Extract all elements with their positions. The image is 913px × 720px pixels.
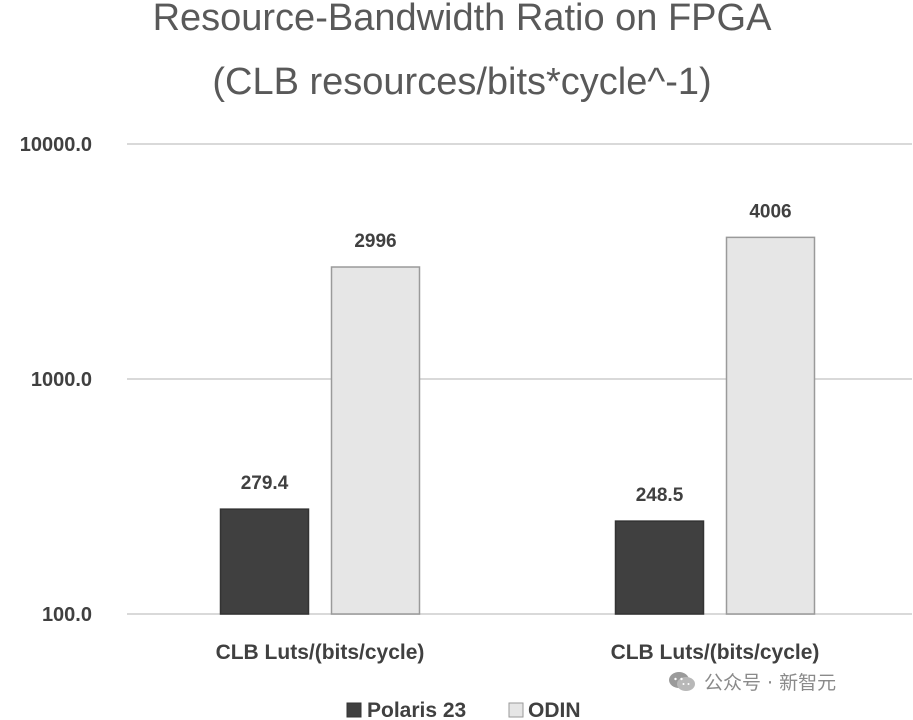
legend-swatch	[508, 702, 524, 718]
legend-label: Polaris 23	[367, 699, 466, 720]
watermark-text: 公众号 · 新智元	[704, 672, 837, 694]
chart-subtitle: (CLB resources/bits*cycle^-1)	[212, 61, 711, 103]
x-category-label: CLB Luts/(bits/cycle)	[611, 641, 820, 664]
bar	[219, 508, 310, 615]
data-label: 2996	[354, 231, 396, 252]
x-category-label: CLB Luts/(bits/cycle)	[216, 641, 425, 664]
data-label: 248.5	[636, 485, 684, 506]
bar	[614, 520, 705, 615]
bar	[330, 266, 421, 615]
bar	[725, 236, 816, 615]
watermark: 公众号 · 新智元	[668, 668, 836, 695]
data-label: 4006	[749, 201, 791, 222]
wechat-icon	[668, 671, 696, 693]
y-tick-label: 1000.0	[31, 369, 92, 391]
y-tick-label: 10000.0	[20, 134, 92, 156]
data-label: 279.4	[241, 473, 289, 494]
legend-label: ODIN	[528, 699, 581, 720]
legend-swatch	[346, 702, 362, 718]
chart-title: Resource-Bandwidth Ratio on FPGA	[153, 0, 773, 39]
y-tick-label: 100.0	[42, 604, 92, 626]
